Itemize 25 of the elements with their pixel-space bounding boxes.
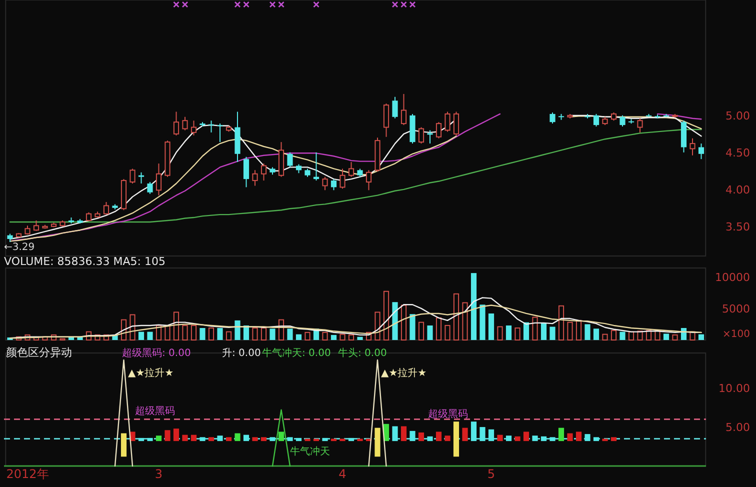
annotation: 牛气冲天 bbox=[290, 446, 330, 458]
annotation: 超级黑码 bbox=[135, 405, 175, 418]
x-tick-label: 5 bbox=[487, 467, 496, 481]
y-tick-label: 5.00 bbox=[726, 109, 750, 122]
annotation: 牛气冲天: 0.00 bbox=[262, 347, 331, 359]
annotation: ▲★拉升★ bbox=[128, 367, 174, 379]
y-tick-label: 10000 bbox=[715, 270, 750, 284]
annotation: 超级黑码 bbox=[428, 408, 468, 420]
x-tick-label: 4 bbox=[338, 467, 346, 481]
annotation: 超级黑码: 0.00 bbox=[122, 347, 191, 359]
x-tick-label: 3 bbox=[154, 467, 163, 481]
y-tick-label: 4.50 bbox=[726, 146, 750, 160]
y-tick-label: 5.00 bbox=[726, 421, 750, 434]
y-tick-label: 3.50 bbox=[726, 220, 750, 234]
chart-title: 颜色区分异动 bbox=[6, 346, 72, 359]
x-tick-label: 2012年 bbox=[6, 467, 49, 481]
annotation: 牛头: 0.00 bbox=[338, 347, 387, 359]
y-tick-label: 5000 bbox=[722, 302, 750, 316]
y-tick-label: 4.00 bbox=[726, 183, 750, 196]
y-axis-title: ×100 bbox=[722, 329, 750, 340]
chart-title: VOLUME: 85836.33 MA5: 105 bbox=[4, 255, 166, 268]
annotation: 升: 0.00 bbox=[222, 347, 261, 359]
y-tick-label: 10.00 bbox=[718, 382, 750, 396]
annotation: ▲★拉升★ bbox=[381, 367, 427, 379]
annotation: ←3.29 bbox=[4, 242, 35, 253]
